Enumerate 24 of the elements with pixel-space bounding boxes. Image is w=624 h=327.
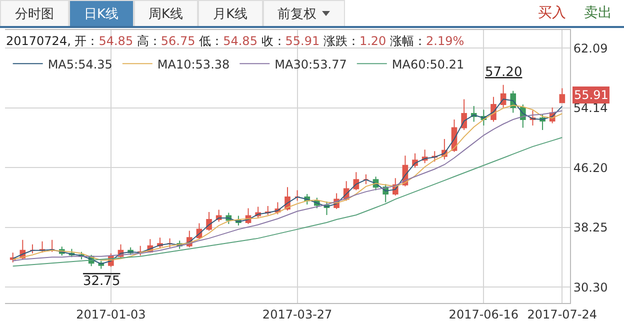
text: 前复权 [262, 0, 345, 26]
legend-label: MA5:54.35 [48, 57, 112, 72]
annotation: 57.20 [485, 65, 522, 80]
x-tick-label: 2017-06-16 [448, 307, 519, 322]
text: 周K线 [134, 0, 198, 26]
annotation: 32.75 [83, 274, 120, 289]
annotation: 55.91 [574, 88, 608, 102]
text: 分时图 [0, 0, 69, 26]
text: 卖出 [584, 4, 612, 23]
y-tick-label: 30.30 [573, 280, 608, 294]
text: 买入 [538, 4, 566, 23]
text: 月K线 [198, 0, 263, 26]
legend-label: MA10:53.38 [157, 57, 230, 72]
y-tick-label: 38.25 [573, 220, 608, 235]
legend-label: MA60:50.21 [392, 57, 464, 72]
x-tick-label: 2017-07-24 [527, 307, 598, 322]
x-tick-label: 2017-01-03 [76, 307, 146, 322]
y-tick-label: 62.09 [573, 41, 608, 56]
legend-label: MA30:53.77 [274, 57, 347, 72]
text: 日K线 [69, 0, 134, 26]
y-tick-label: 54.14 [573, 101, 608, 116]
x-tick-label: 2017-03-27 [262, 307, 332, 322]
text: 20170724, 开：54.85 高：56.75 低：54.85 收：55.91 涨跌：1.20 涨幅：2.19% [6, 34, 464, 48]
y-tick-label: 46.20 [573, 160, 608, 175]
